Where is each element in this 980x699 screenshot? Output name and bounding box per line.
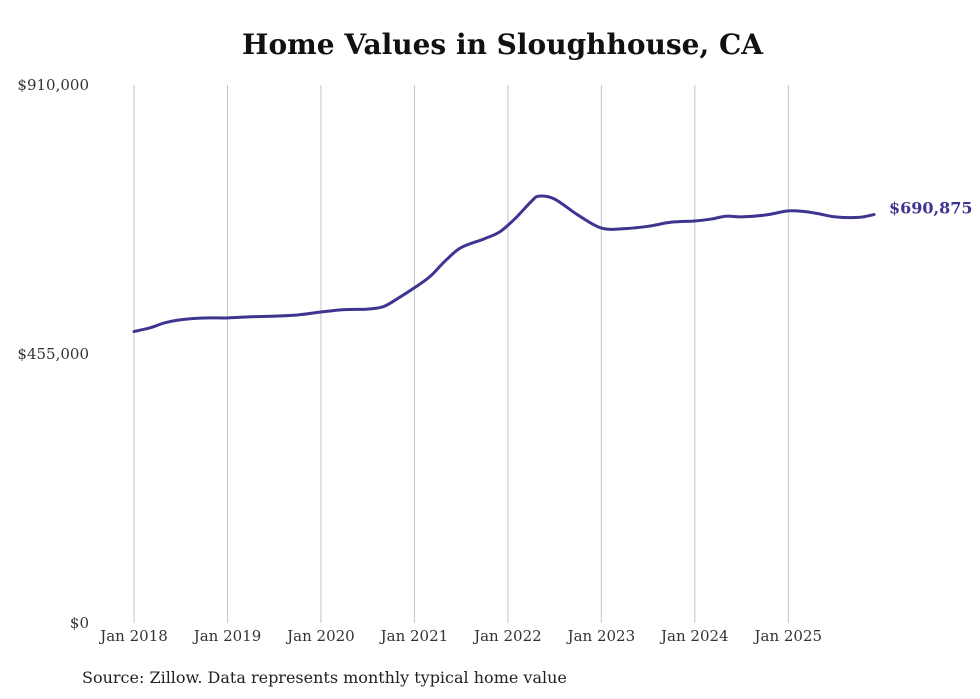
data-point: [763, 214, 766, 217]
data-point: [226, 316, 229, 319]
x-tick-label: Jan 2023: [566, 627, 636, 645]
data-point: [133, 330, 136, 333]
data-point: [623, 227, 626, 230]
data-point: [319, 311, 322, 314]
data-point: [873, 213, 876, 216]
end-value-label: $690,875: [889, 199, 973, 218]
data-point: [709, 218, 712, 221]
x-tick-label: Jan 2022: [472, 627, 542, 645]
data-point: [834, 215, 837, 218]
y-tick-label: $910,000: [17, 76, 89, 94]
data-point: [857, 216, 860, 219]
y-tick-label: $0: [70, 614, 89, 632]
data-point: [343, 308, 346, 311]
data-point: [397, 296, 400, 299]
x-tick-label: Jan 2025: [753, 627, 823, 645]
y-tick-label: $455,000: [17, 345, 89, 363]
x-tick-label: Jan 2018: [98, 627, 168, 645]
data-point: [538, 195, 541, 198]
data-point: [483, 237, 486, 240]
data-point: [203, 316, 206, 319]
data-point: [600, 227, 603, 230]
data-point: [296, 313, 299, 316]
data-point: [273, 315, 276, 318]
data-point: [693, 219, 696, 222]
x-tick-label: Jan 2024: [659, 627, 729, 645]
data-point: [647, 225, 650, 228]
data-point: [249, 315, 252, 318]
data-point: [787, 209, 790, 212]
data-point: [444, 259, 447, 262]
data-point: [413, 286, 416, 289]
data-point: [670, 221, 673, 224]
data-point: [802, 210, 805, 213]
series-line: [132, 194, 876, 334]
x-tick-label: Jan 2020: [285, 627, 355, 645]
x-tick-label: Jan 2021: [379, 627, 449, 645]
data-point: [514, 217, 517, 220]
data-point: [429, 275, 432, 278]
chart-title: Home Values in Sloughhouse, CA: [242, 28, 763, 61]
data-point: [724, 215, 727, 218]
data-point: [460, 246, 463, 249]
data-point: [530, 200, 533, 203]
data-point: [576, 214, 579, 217]
data-point: [740, 215, 743, 218]
data-point: [553, 198, 556, 201]
data-point: [366, 308, 369, 311]
x-tick-label: Jan 2019: [192, 627, 262, 645]
source-note: Source: Zillow. Data represents monthly …: [82, 668, 567, 687]
data-point: [499, 230, 502, 233]
data-point: [179, 318, 182, 321]
data-point: [818, 212, 821, 215]
data-point: [382, 305, 385, 308]
data-point: [164, 321, 167, 324]
data-point: [148, 326, 151, 329]
